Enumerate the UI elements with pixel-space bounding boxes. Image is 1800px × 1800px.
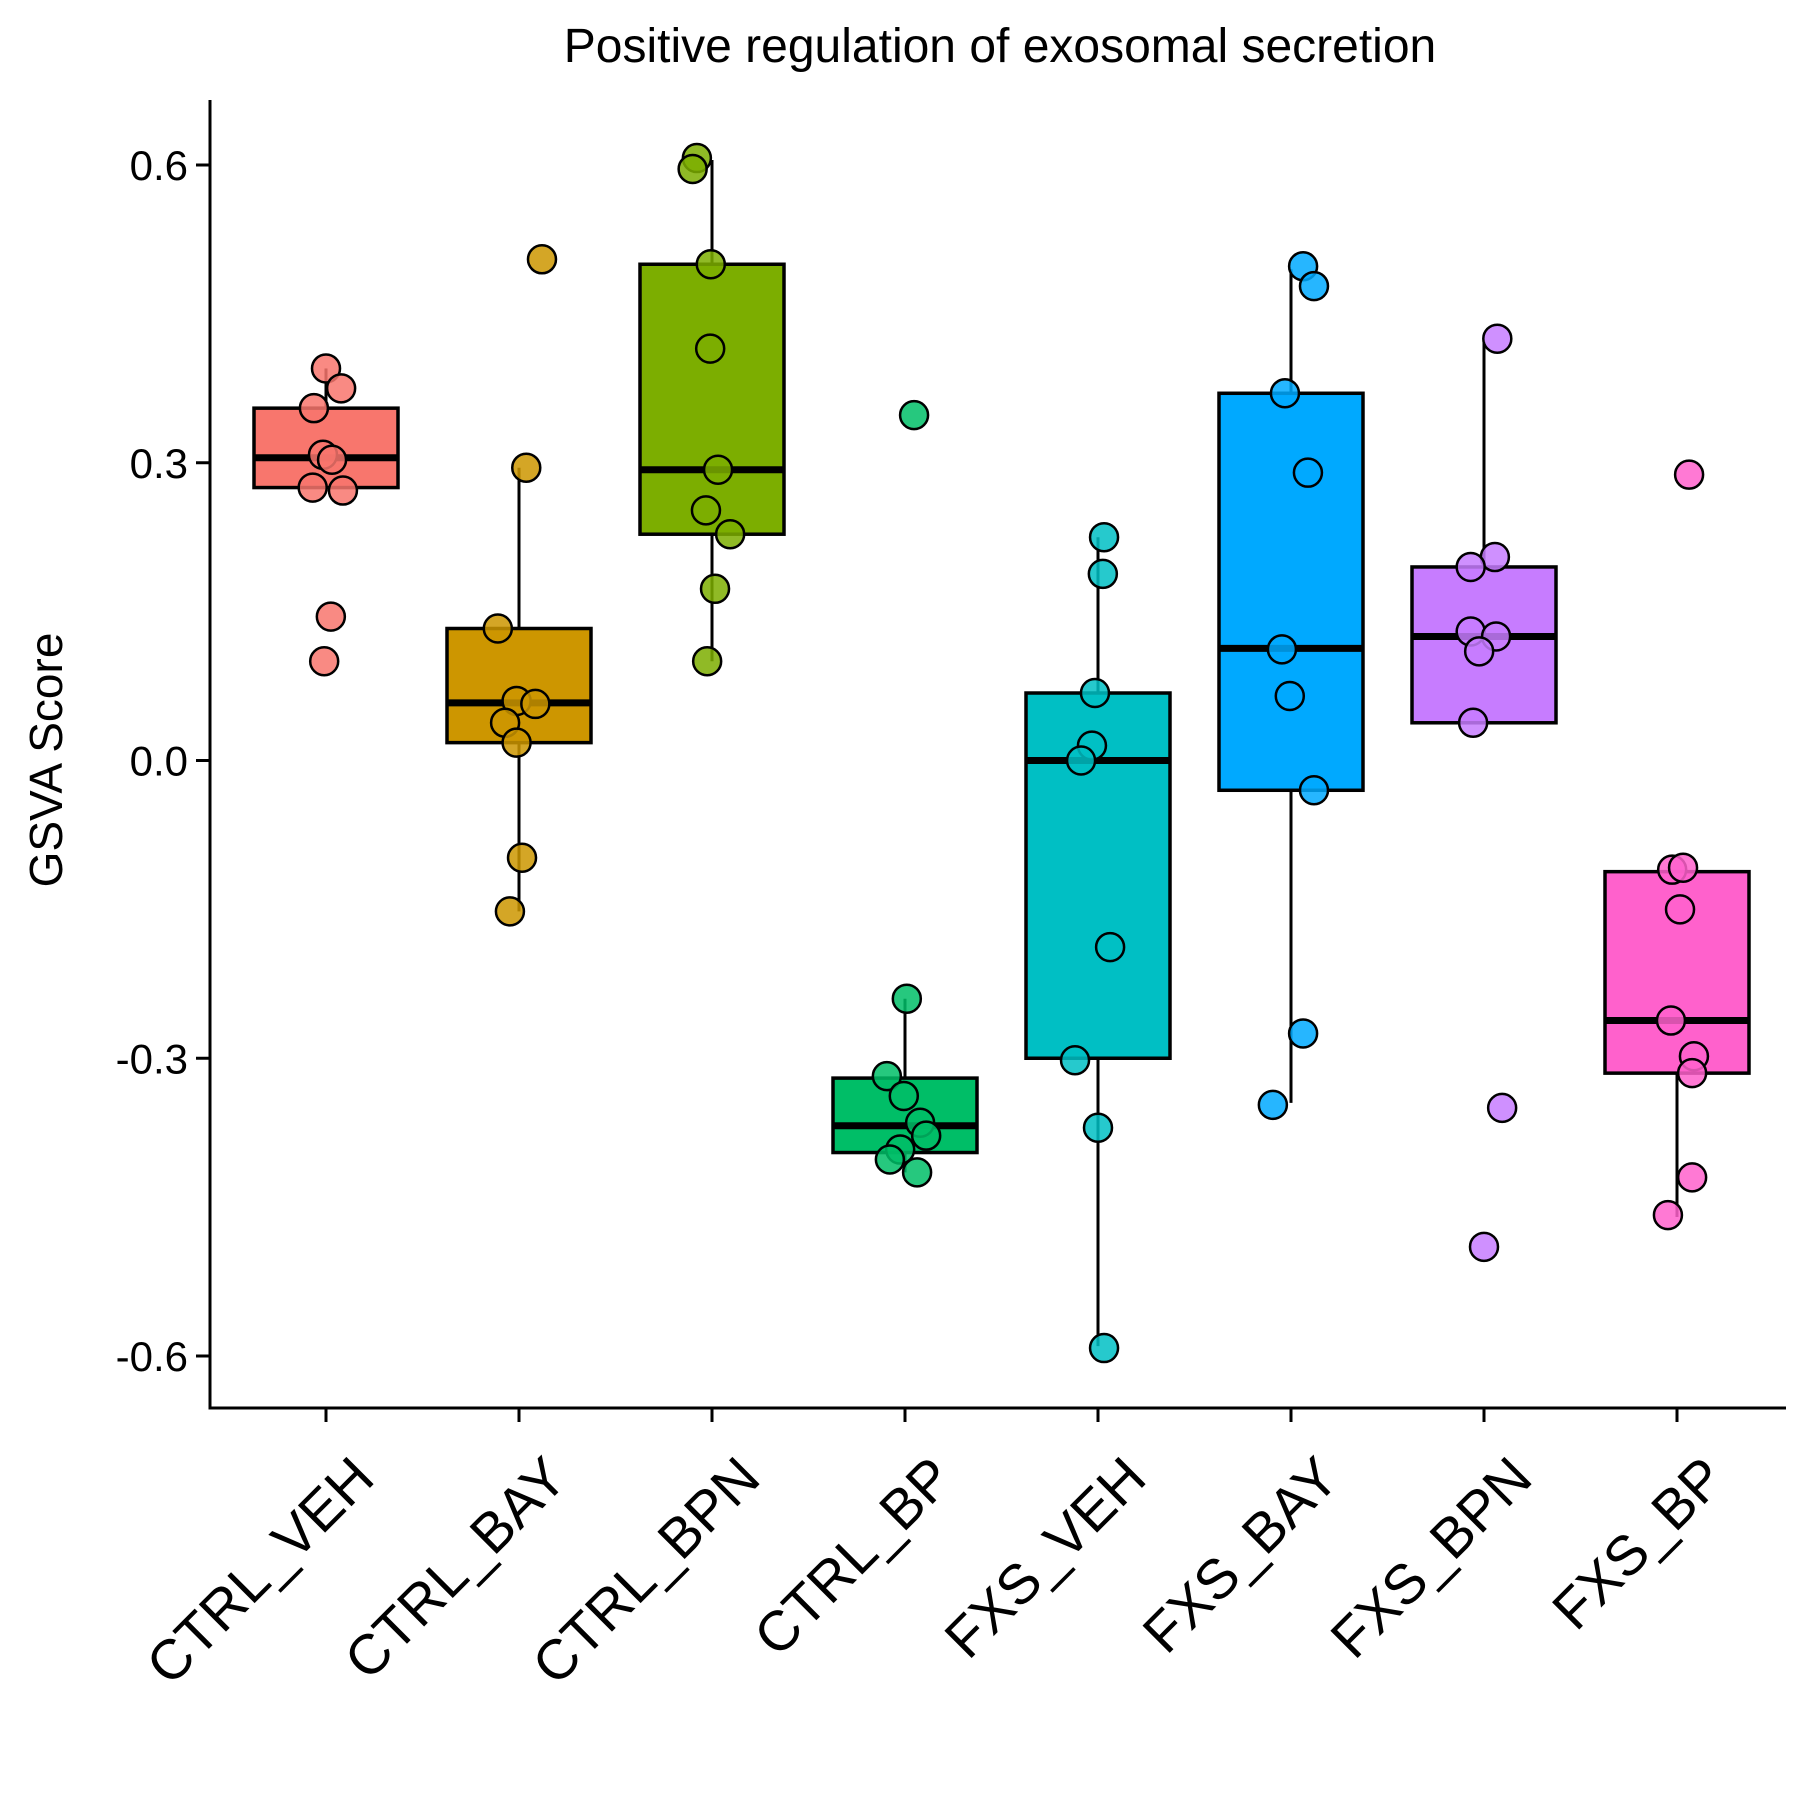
data-point <box>511 452 542 483</box>
data-point <box>888 1080 920 1112</box>
data-point <box>520 688 551 720</box>
data-point <box>1298 270 1330 302</box>
data-point <box>1292 457 1324 488</box>
group-fxs-bay <box>1217 250 1365 1121</box>
x-tick-label: FXS_BP <box>1540 1445 1736 1641</box>
plot-area <box>252 142 1751 1364</box>
group-ctrl-veh <box>252 353 400 677</box>
group-fxs-veh <box>1024 521 1172 1364</box>
data-point <box>1655 1005 1687 1036</box>
x-tick-label: FXS_VEH <box>932 1445 1157 1670</box>
data-point <box>871 1060 903 1092</box>
data-point <box>1455 551 1486 583</box>
data-point <box>298 392 330 424</box>
data-point <box>327 475 359 506</box>
x-tick-label: FXS_BPN <box>1318 1445 1543 1670</box>
data-point <box>1257 1089 1289 1121</box>
data-point <box>1667 852 1699 883</box>
y-tick-label: 0.3 <box>130 440 188 487</box>
data-point <box>910 1120 942 1151</box>
data-point <box>501 727 532 758</box>
data-point <box>691 646 723 677</box>
data-point <box>1482 323 1513 354</box>
data-point <box>898 399 930 431</box>
data-point <box>1664 894 1696 925</box>
data-point <box>316 444 348 476</box>
group-ctrl-bpn <box>638 142 786 677</box>
data-point <box>1676 1057 1708 1089</box>
data-point <box>690 495 722 526</box>
group-fxs-bp <box>1603 459 1751 1231</box>
data-point <box>1088 1332 1120 1364</box>
data-point <box>1652 1199 1684 1231</box>
data-point <box>1486 1092 1518 1124</box>
data-point <box>1269 378 1301 409</box>
data-point <box>677 153 708 185</box>
data-point <box>506 842 538 874</box>
data-point <box>1088 521 1120 553</box>
box <box>638 262 786 536</box>
y-tick-label: -0.6 <box>116 1333 188 1380</box>
data-point <box>1287 1018 1319 1049</box>
box <box>1217 391 1365 793</box>
data-point <box>1468 1231 1500 1263</box>
data-point <box>702 454 734 485</box>
data-point <box>325 373 357 404</box>
data-point <box>1082 1112 1114 1143</box>
chart-title: Positive regulation of exosomal secretio… <box>564 20 1436 73</box>
data-point <box>1463 636 1495 667</box>
data-point <box>1079 677 1111 709</box>
y-axis-label: GSVA Score <box>20 633 72 888</box>
group-ctrl-bay <box>445 244 593 927</box>
data-point <box>1266 634 1298 665</box>
data-point <box>699 573 731 605</box>
data-point <box>315 601 347 632</box>
data-point <box>891 983 923 1014</box>
data-point <box>308 646 340 677</box>
data-point <box>901 1157 933 1188</box>
data-point <box>526 244 558 275</box>
data-point <box>1274 680 1306 712</box>
data-point <box>297 472 328 503</box>
data-point <box>1673 459 1705 490</box>
data-point <box>874 1144 906 1175</box>
y-tick-label: 0.6 <box>130 142 188 189</box>
data-point <box>1298 775 1330 806</box>
group-fxs-bpn <box>1410 323 1558 1263</box>
data-point <box>482 613 514 644</box>
data-point <box>1087 558 1119 590</box>
data-point <box>1676 1162 1708 1193</box>
y-tick-label: -0.3 <box>116 1035 188 1082</box>
x-tick-label: CTRL_BP <box>742 1445 965 1668</box>
data-point <box>694 333 726 364</box>
x-tick-label: FXS_BAY <box>1130 1445 1350 1665</box>
group-ctrl-bp <box>831 399 979 1188</box>
data-point <box>714 518 746 550</box>
data-point <box>1059 1044 1091 1076</box>
data-point <box>494 896 526 927</box>
data-point <box>1457 707 1489 739</box>
data-point <box>1094 931 1126 963</box>
data-point <box>695 249 727 280</box>
y-tick-label: 0.0 <box>130 738 188 785</box>
axis-ticks: CTRL_VEHCTRL_BAYCTRL_BPNCTRL_BPFXS_VEHFX… <box>116 142 1737 1696</box>
data-point <box>1065 745 1097 776</box>
